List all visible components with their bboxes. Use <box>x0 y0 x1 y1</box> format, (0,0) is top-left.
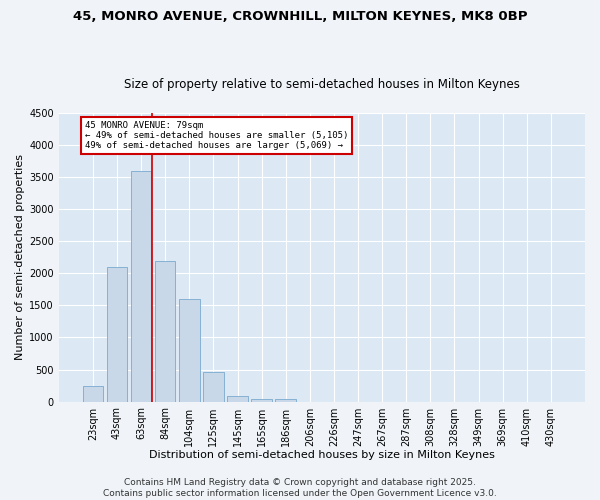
Bar <box>179 299 200 402</box>
Bar <box>203 372 224 402</box>
Bar <box>107 267 127 402</box>
Title: Size of property relative to semi-detached houses in Milton Keynes: Size of property relative to semi-detach… <box>124 78 520 91</box>
Y-axis label: Number of semi-detached properties: Number of semi-detached properties <box>15 154 25 360</box>
Text: 45 MONRO AVENUE: 79sqm
← 49% of semi-detached houses are smaller (5,105)
49% of : 45 MONRO AVENUE: 79sqm ← 49% of semi-det… <box>85 120 349 150</box>
Text: Contains HM Land Registry data © Crown copyright and database right 2025.
Contai: Contains HM Land Registry data © Crown c… <box>103 478 497 498</box>
Bar <box>251 398 272 402</box>
Bar <box>227 396 248 402</box>
Bar <box>155 260 175 402</box>
Bar <box>131 170 151 402</box>
Bar <box>275 400 296 402</box>
Bar <box>83 386 103 402</box>
Text: 45, MONRO AVENUE, CROWNHILL, MILTON KEYNES, MK8 0BP: 45, MONRO AVENUE, CROWNHILL, MILTON KEYN… <box>73 10 527 23</box>
X-axis label: Distribution of semi-detached houses by size in Milton Keynes: Distribution of semi-detached houses by … <box>149 450 495 460</box>
